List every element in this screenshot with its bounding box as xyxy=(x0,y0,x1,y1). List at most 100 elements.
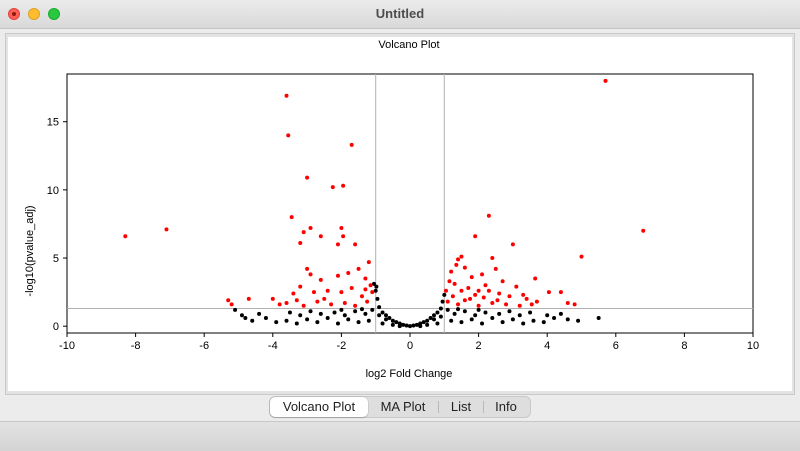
zoom-window-button[interactable] xyxy=(48,8,60,20)
x-tick-label: 6 xyxy=(613,340,619,352)
significant-point xyxy=(286,133,291,138)
y-tick-label: 15 xyxy=(47,117,59,129)
non-significant-point xyxy=(414,322,419,327)
significant-point xyxy=(493,266,498,271)
non-significant-point xyxy=(284,318,289,323)
significant-point xyxy=(517,303,522,308)
y-axis-label: -log10(pvalue_adj) xyxy=(24,205,36,296)
tab-separator xyxy=(483,401,484,413)
significant-point xyxy=(481,295,486,300)
non-significant-point xyxy=(371,281,376,286)
significant-point xyxy=(335,242,340,247)
non-significant-point xyxy=(305,317,310,322)
non-significant-point xyxy=(500,320,505,325)
window-title: Untitled xyxy=(375,6,425,21)
significant-point xyxy=(318,277,323,282)
tab-list[interactable]: List xyxy=(450,399,472,414)
non-significant-point xyxy=(442,292,447,297)
significant-point xyxy=(459,254,464,259)
non-significant-point xyxy=(418,324,423,329)
significant-point xyxy=(339,290,344,295)
non-significant-point xyxy=(480,321,485,326)
significant-point xyxy=(579,254,584,259)
non-significant-point xyxy=(239,313,244,318)
plot-panel: Volcano Plot log2 Fold Change -log10(pva… xyxy=(8,37,792,391)
non-significant-point xyxy=(375,296,380,301)
significant-point xyxy=(356,266,361,271)
x-tick-label: 4 xyxy=(544,340,550,352)
non-significant-point xyxy=(596,316,601,321)
non-significant-point xyxy=(298,313,303,318)
non-significant-point xyxy=(469,317,474,322)
non-significant-point xyxy=(545,313,550,318)
significant-point xyxy=(315,299,320,304)
significant-point xyxy=(533,276,538,281)
non-significant-point xyxy=(541,320,546,325)
non-significant-point xyxy=(339,307,344,312)
significant-point xyxy=(500,279,505,284)
significant-point xyxy=(524,296,529,301)
non-significant-point xyxy=(401,322,406,327)
non-significant-point xyxy=(397,324,402,329)
non-significant-point xyxy=(383,317,388,322)
non-significant-point xyxy=(374,284,379,289)
x-tick-label: -8 xyxy=(131,340,141,352)
non-significant-point xyxy=(404,323,409,328)
significant-point xyxy=(462,298,467,303)
significant-point xyxy=(454,262,459,267)
tab-volcano-plot[interactable]: Volcano Plot xyxy=(270,397,368,417)
significant-point xyxy=(363,276,368,281)
non-significant-point xyxy=(243,316,248,321)
significant-point xyxy=(294,298,299,303)
significant-point xyxy=(353,242,358,247)
significant-point xyxy=(490,256,495,261)
significant-point xyxy=(504,302,509,307)
non-significant-point xyxy=(380,321,385,326)
significant-point xyxy=(565,301,570,306)
minimize-window-button[interactable] xyxy=(28,8,40,20)
non-significant-point xyxy=(315,320,320,325)
significant-point xyxy=(469,275,474,280)
significant-point xyxy=(450,294,455,299)
significant-point xyxy=(229,302,234,307)
non-significant-point xyxy=(565,317,570,322)
x-tick-label: 8 xyxy=(681,340,687,352)
significant-point xyxy=(318,234,323,239)
non-significant-point xyxy=(528,310,533,315)
volcano-plot-chart: Volcano Plot log2 Fold Change -log10(pva… xyxy=(24,39,759,380)
tab-separator xyxy=(438,401,439,413)
non-significant-point xyxy=(257,311,262,316)
non-significant-point xyxy=(490,316,495,321)
non-significant-point xyxy=(440,299,445,304)
non-significant-point xyxy=(421,320,426,325)
non-significant-point xyxy=(366,318,371,323)
non-significant-point xyxy=(342,313,347,318)
non-significant-point xyxy=(438,314,443,319)
non-significant-point xyxy=(476,307,481,312)
significant-point xyxy=(322,296,327,301)
significant-point xyxy=(468,296,473,301)
non-significant-point xyxy=(390,322,395,327)
significant-point xyxy=(298,284,303,289)
non-significant-point xyxy=(425,322,430,327)
significant-point xyxy=(330,185,335,190)
significant-point xyxy=(480,272,485,277)
significant-point xyxy=(366,260,371,265)
significant-point xyxy=(305,175,310,180)
non-significant-point xyxy=(383,313,388,318)
significant-point xyxy=(301,230,306,235)
non-significant-point xyxy=(576,318,581,323)
non-significant-point xyxy=(462,309,467,314)
x-tick-label: -10 xyxy=(59,340,75,352)
significant-point xyxy=(365,299,370,304)
significant-point xyxy=(521,292,526,297)
window-bottom-bar xyxy=(0,421,800,451)
tab-info[interactable]: Info xyxy=(495,399,517,414)
x-tick-label: -6 xyxy=(199,340,209,352)
tab-ma-plot[interactable]: MA Plot xyxy=(380,399,426,414)
significant-point xyxy=(246,296,251,301)
close-window-button[interactable] xyxy=(8,8,20,20)
significant-point xyxy=(473,292,478,297)
non-significant-point xyxy=(521,321,526,326)
significant-point xyxy=(459,288,464,293)
